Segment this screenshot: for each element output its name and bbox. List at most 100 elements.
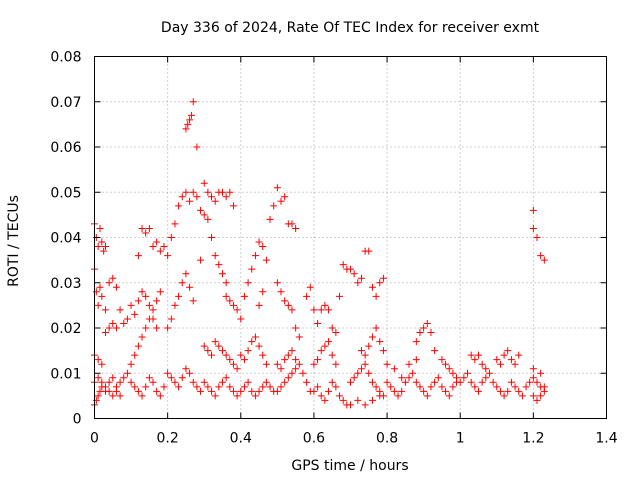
data-point <box>189 378 197 386</box>
data-point <box>127 360 135 368</box>
x-tick-label: 0 <box>90 431 99 447</box>
data-point <box>475 351 482 359</box>
data-point <box>178 279 186 287</box>
data-point <box>193 193 201 201</box>
y-tick-label: 0.07 <box>50 95 81 111</box>
data-point <box>372 383 380 391</box>
data-point <box>160 383 168 391</box>
data-point <box>284 374 292 382</box>
data-point <box>292 365 300 373</box>
data-point <box>445 392 453 400</box>
data-point <box>229 301 237 309</box>
data-point <box>310 306 318 314</box>
data-point <box>398 374 406 382</box>
data-point <box>262 360 270 368</box>
data-point <box>500 351 508 359</box>
data-point <box>354 279 362 287</box>
data-point <box>478 378 486 386</box>
data-point <box>277 383 285 391</box>
data-point <box>471 383 479 391</box>
data-point <box>208 351 216 359</box>
data-point <box>219 270 226 278</box>
data-point <box>167 374 175 382</box>
data-point <box>134 387 142 395</box>
data-point <box>109 392 117 400</box>
data-point <box>372 324 380 332</box>
data-point <box>167 315 175 323</box>
x-tick-label: 0.8 <box>376 431 398 447</box>
x-axis-label: GPS time / hours <box>291 458 408 474</box>
data-point <box>354 369 362 377</box>
data-point <box>204 188 212 196</box>
chart-title: Day 336 of 2024, Rate Of TEC Index for r… <box>161 20 540 36</box>
data-point <box>233 306 241 314</box>
data-point <box>123 369 131 377</box>
data-point <box>131 351 139 359</box>
data-point <box>284 301 292 309</box>
data-point <box>398 387 406 395</box>
data-point <box>131 310 139 318</box>
data-point <box>105 279 113 287</box>
data-point <box>153 238 161 246</box>
data-point <box>537 392 545 400</box>
data-point <box>94 374 102 382</box>
data-point <box>431 378 439 386</box>
data-point <box>197 206 205 214</box>
data-point <box>412 338 420 346</box>
data-point <box>138 224 146 232</box>
data-point <box>321 396 329 404</box>
data-point <box>401 378 409 386</box>
data-point <box>116 392 124 400</box>
data-point <box>219 188 226 196</box>
data-point <box>229 360 237 368</box>
data-point <box>522 383 530 391</box>
data-point <box>357 347 365 355</box>
data-point <box>288 220 296 228</box>
data-point <box>164 252 172 260</box>
data-point <box>533 378 541 386</box>
data-point <box>427 383 435 391</box>
data-point <box>273 279 281 287</box>
data-point <box>149 306 157 314</box>
data-point <box>167 234 175 241</box>
data-point <box>182 365 190 373</box>
data-point <box>138 288 146 296</box>
data-point <box>529 392 537 400</box>
data-point <box>255 342 263 350</box>
data-point <box>500 392 508 400</box>
data-point <box>288 347 296 355</box>
data-point <box>314 356 322 364</box>
data-point <box>189 297 197 305</box>
data-point <box>376 338 384 346</box>
data-point <box>109 319 117 327</box>
data-point <box>240 356 248 364</box>
data-point <box>281 356 289 364</box>
data-point <box>193 143 201 151</box>
data-point <box>511 383 519 391</box>
data-point <box>310 360 318 368</box>
data-point <box>281 297 289 305</box>
data-point <box>255 238 263 246</box>
data-point <box>189 98 197 106</box>
data-point <box>507 378 515 386</box>
data-point <box>321 342 329 350</box>
data-point <box>368 378 376 386</box>
data-point <box>467 351 475 359</box>
data-point <box>372 292 380 300</box>
data-point <box>390 387 398 395</box>
data-point <box>156 288 164 296</box>
data-point <box>423 392 431 400</box>
data-point <box>244 347 252 355</box>
data-point <box>244 279 252 287</box>
data-point <box>507 356 515 364</box>
data-point <box>434 374 442 382</box>
data-point <box>145 224 153 232</box>
data-point <box>262 378 270 386</box>
data-point <box>288 369 296 377</box>
data-point <box>222 292 230 300</box>
y-tick-label: 0 <box>73 412 82 428</box>
data-point <box>251 392 259 400</box>
data-point <box>248 387 256 395</box>
points-layer <box>91 98 548 409</box>
